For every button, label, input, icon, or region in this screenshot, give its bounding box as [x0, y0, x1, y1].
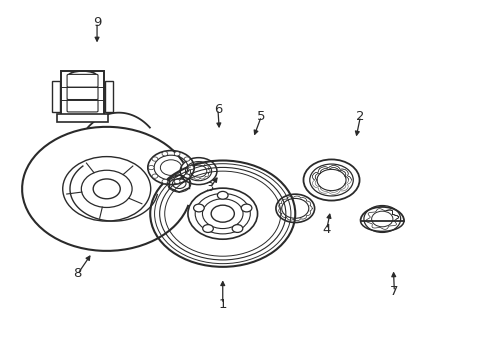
Text: 1: 1 — [218, 298, 226, 311]
Circle shape — [148, 166, 154, 170]
Circle shape — [152, 157, 158, 161]
Circle shape — [217, 192, 227, 199]
FancyBboxPatch shape — [67, 75, 98, 87]
Circle shape — [184, 174, 189, 178]
Circle shape — [162, 152, 167, 156]
Circle shape — [152, 174, 158, 178]
FancyBboxPatch shape — [105, 81, 113, 112]
Text: 4: 4 — [322, 223, 330, 236]
Text: 7: 7 — [389, 285, 398, 298]
Text: 5: 5 — [257, 110, 265, 123]
Circle shape — [187, 166, 193, 170]
FancyBboxPatch shape — [67, 99, 98, 112]
Circle shape — [174, 179, 180, 184]
Circle shape — [241, 204, 251, 212]
Text: 9: 9 — [93, 16, 101, 29]
FancyBboxPatch shape — [61, 71, 104, 115]
Circle shape — [203, 225, 213, 233]
FancyBboxPatch shape — [52, 81, 60, 112]
FancyBboxPatch shape — [57, 113, 108, 122]
Circle shape — [174, 152, 180, 156]
Text: 6: 6 — [213, 103, 222, 116]
Circle shape — [232, 225, 243, 233]
Circle shape — [184, 157, 189, 161]
Text: 2: 2 — [356, 110, 364, 123]
Circle shape — [193, 204, 204, 212]
FancyBboxPatch shape — [67, 87, 98, 100]
Text: 8: 8 — [73, 267, 81, 280]
Text: 3: 3 — [206, 181, 214, 194]
Circle shape — [162, 179, 167, 184]
